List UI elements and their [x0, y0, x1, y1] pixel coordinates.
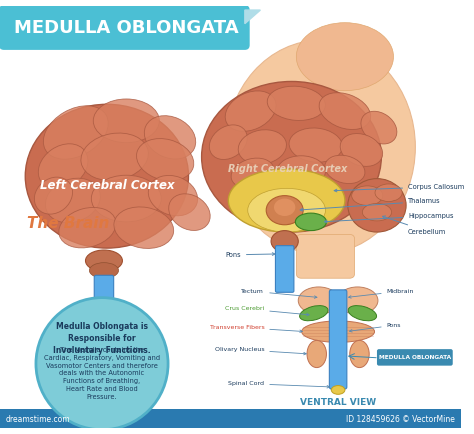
- Text: dreamstime.com: dreamstime.com: [6, 414, 71, 424]
- Text: Crus Cerebri: Crus Cerebri: [225, 306, 309, 316]
- Text: Pons: Pons: [349, 323, 401, 332]
- Ellipse shape: [93, 99, 159, 143]
- Ellipse shape: [375, 184, 402, 201]
- Ellipse shape: [301, 321, 374, 342]
- Circle shape: [36, 298, 168, 430]
- Ellipse shape: [271, 230, 298, 252]
- Ellipse shape: [144, 116, 196, 159]
- Text: MEDULLA OBLONGATA: MEDULLA OBLONGATA: [379, 355, 451, 360]
- Ellipse shape: [91, 175, 161, 222]
- Ellipse shape: [361, 111, 397, 144]
- Ellipse shape: [38, 144, 88, 189]
- Ellipse shape: [59, 207, 116, 248]
- Ellipse shape: [210, 125, 247, 159]
- Ellipse shape: [97, 303, 111, 312]
- Ellipse shape: [319, 93, 371, 129]
- Ellipse shape: [350, 340, 369, 368]
- Ellipse shape: [274, 198, 295, 216]
- Ellipse shape: [231, 158, 274, 188]
- Ellipse shape: [85, 250, 122, 271]
- Ellipse shape: [226, 40, 415, 254]
- FancyBboxPatch shape: [0, 5, 250, 50]
- FancyBboxPatch shape: [329, 290, 347, 389]
- Ellipse shape: [248, 188, 326, 232]
- Text: Corpus Callosum: Corpus Callosum: [334, 184, 465, 192]
- Ellipse shape: [300, 306, 328, 321]
- Text: Olivary Nucleus: Olivary Nucleus: [215, 347, 306, 355]
- Ellipse shape: [46, 178, 100, 223]
- Ellipse shape: [266, 196, 303, 225]
- Ellipse shape: [363, 204, 392, 221]
- Ellipse shape: [228, 169, 345, 232]
- Ellipse shape: [225, 91, 276, 131]
- Text: Medulla Oblongata is
Responsible for
Involuntary Functions.: Medulla Oblongata is Responsible for Inv…: [53, 322, 151, 355]
- Ellipse shape: [298, 287, 339, 314]
- Polygon shape: [245, 10, 260, 24]
- Ellipse shape: [148, 175, 198, 216]
- FancyBboxPatch shape: [275, 246, 294, 292]
- Text: Right Cerebral Cortex: Right Cerebral Cortex: [228, 164, 347, 174]
- Text: Transverse Fibers: Transverse Fibers: [210, 325, 302, 332]
- Ellipse shape: [25, 104, 189, 248]
- Ellipse shape: [348, 306, 376, 321]
- Text: Pons: Pons: [225, 252, 275, 258]
- Ellipse shape: [295, 213, 327, 230]
- Ellipse shape: [201, 82, 382, 232]
- Ellipse shape: [352, 186, 383, 205]
- Ellipse shape: [90, 263, 118, 278]
- Text: VENTRAL VIEW: VENTRAL VIEW: [300, 398, 376, 407]
- Text: The Brain: The Brain: [27, 216, 109, 231]
- Ellipse shape: [267, 86, 325, 121]
- Text: ID 128459626 © VectorMine: ID 128459626 © VectorMine: [346, 414, 455, 424]
- Text: Cerebellum: Cerebellum: [383, 216, 447, 234]
- Text: MEDULLA OBLONGATA: MEDULLA OBLONGATA: [14, 19, 238, 36]
- Ellipse shape: [296, 23, 393, 91]
- Text: Hippocampus: Hippocampus: [325, 213, 454, 223]
- FancyBboxPatch shape: [377, 349, 453, 366]
- Ellipse shape: [331, 385, 345, 395]
- Ellipse shape: [307, 340, 327, 368]
- FancyBboxPatch shape: [296, 234, 355, 278]
- Text: Spinal Cord: Spinal Cord: [228, 381, 329, 388]
- Text: Tectum: Tectum: [241, 289, 317, 298]
- Text: The Medulla contains the
Cardiac, Respiratory, Vomiting and
Vasomotor Centers an: The Medulla contains the Cardiac, Respir…: [44, 347, 160, 400]
- Ellipse shape: [114, 207, 173, 248]
- Ellipse shape: [325, 155, 365, 184]
- Ellipse shape: [340, 134, 383, 166]
- Ellipse shape: [81, 133, 148, 181]
- Text: Midbrain: Midbrain: [348, 289, 414, 298]
- Ellipse shape: [34, 177, 73, 214]
- Ellipse shape: [289, 128, 342, 162]
- Ellipse shape: [277, 156, 326, 187]
- Text: Thalamus: Thalamus: [300, 198, 441, 211]
- FancyBboxPatch shape: [94, 275, 114, 306]
- Ellipse shape: [348, 179, 406, 232]
- Ellipse shape: [43, 106, 108, 159]
- Ellipse shape: [337, 287, 378, 314]
- Bar: [0, 409, 461, 428]
- Ellipse shape: [238, 130, 286, 164]
- Ellipse shape: [169, 194, 210, 230]
- Ellipse shape: [137, 138, 194, 181]
- Text: Left Cerebral Cortex: Left Cerebral Cortex: [39, 179, 174, 192]
